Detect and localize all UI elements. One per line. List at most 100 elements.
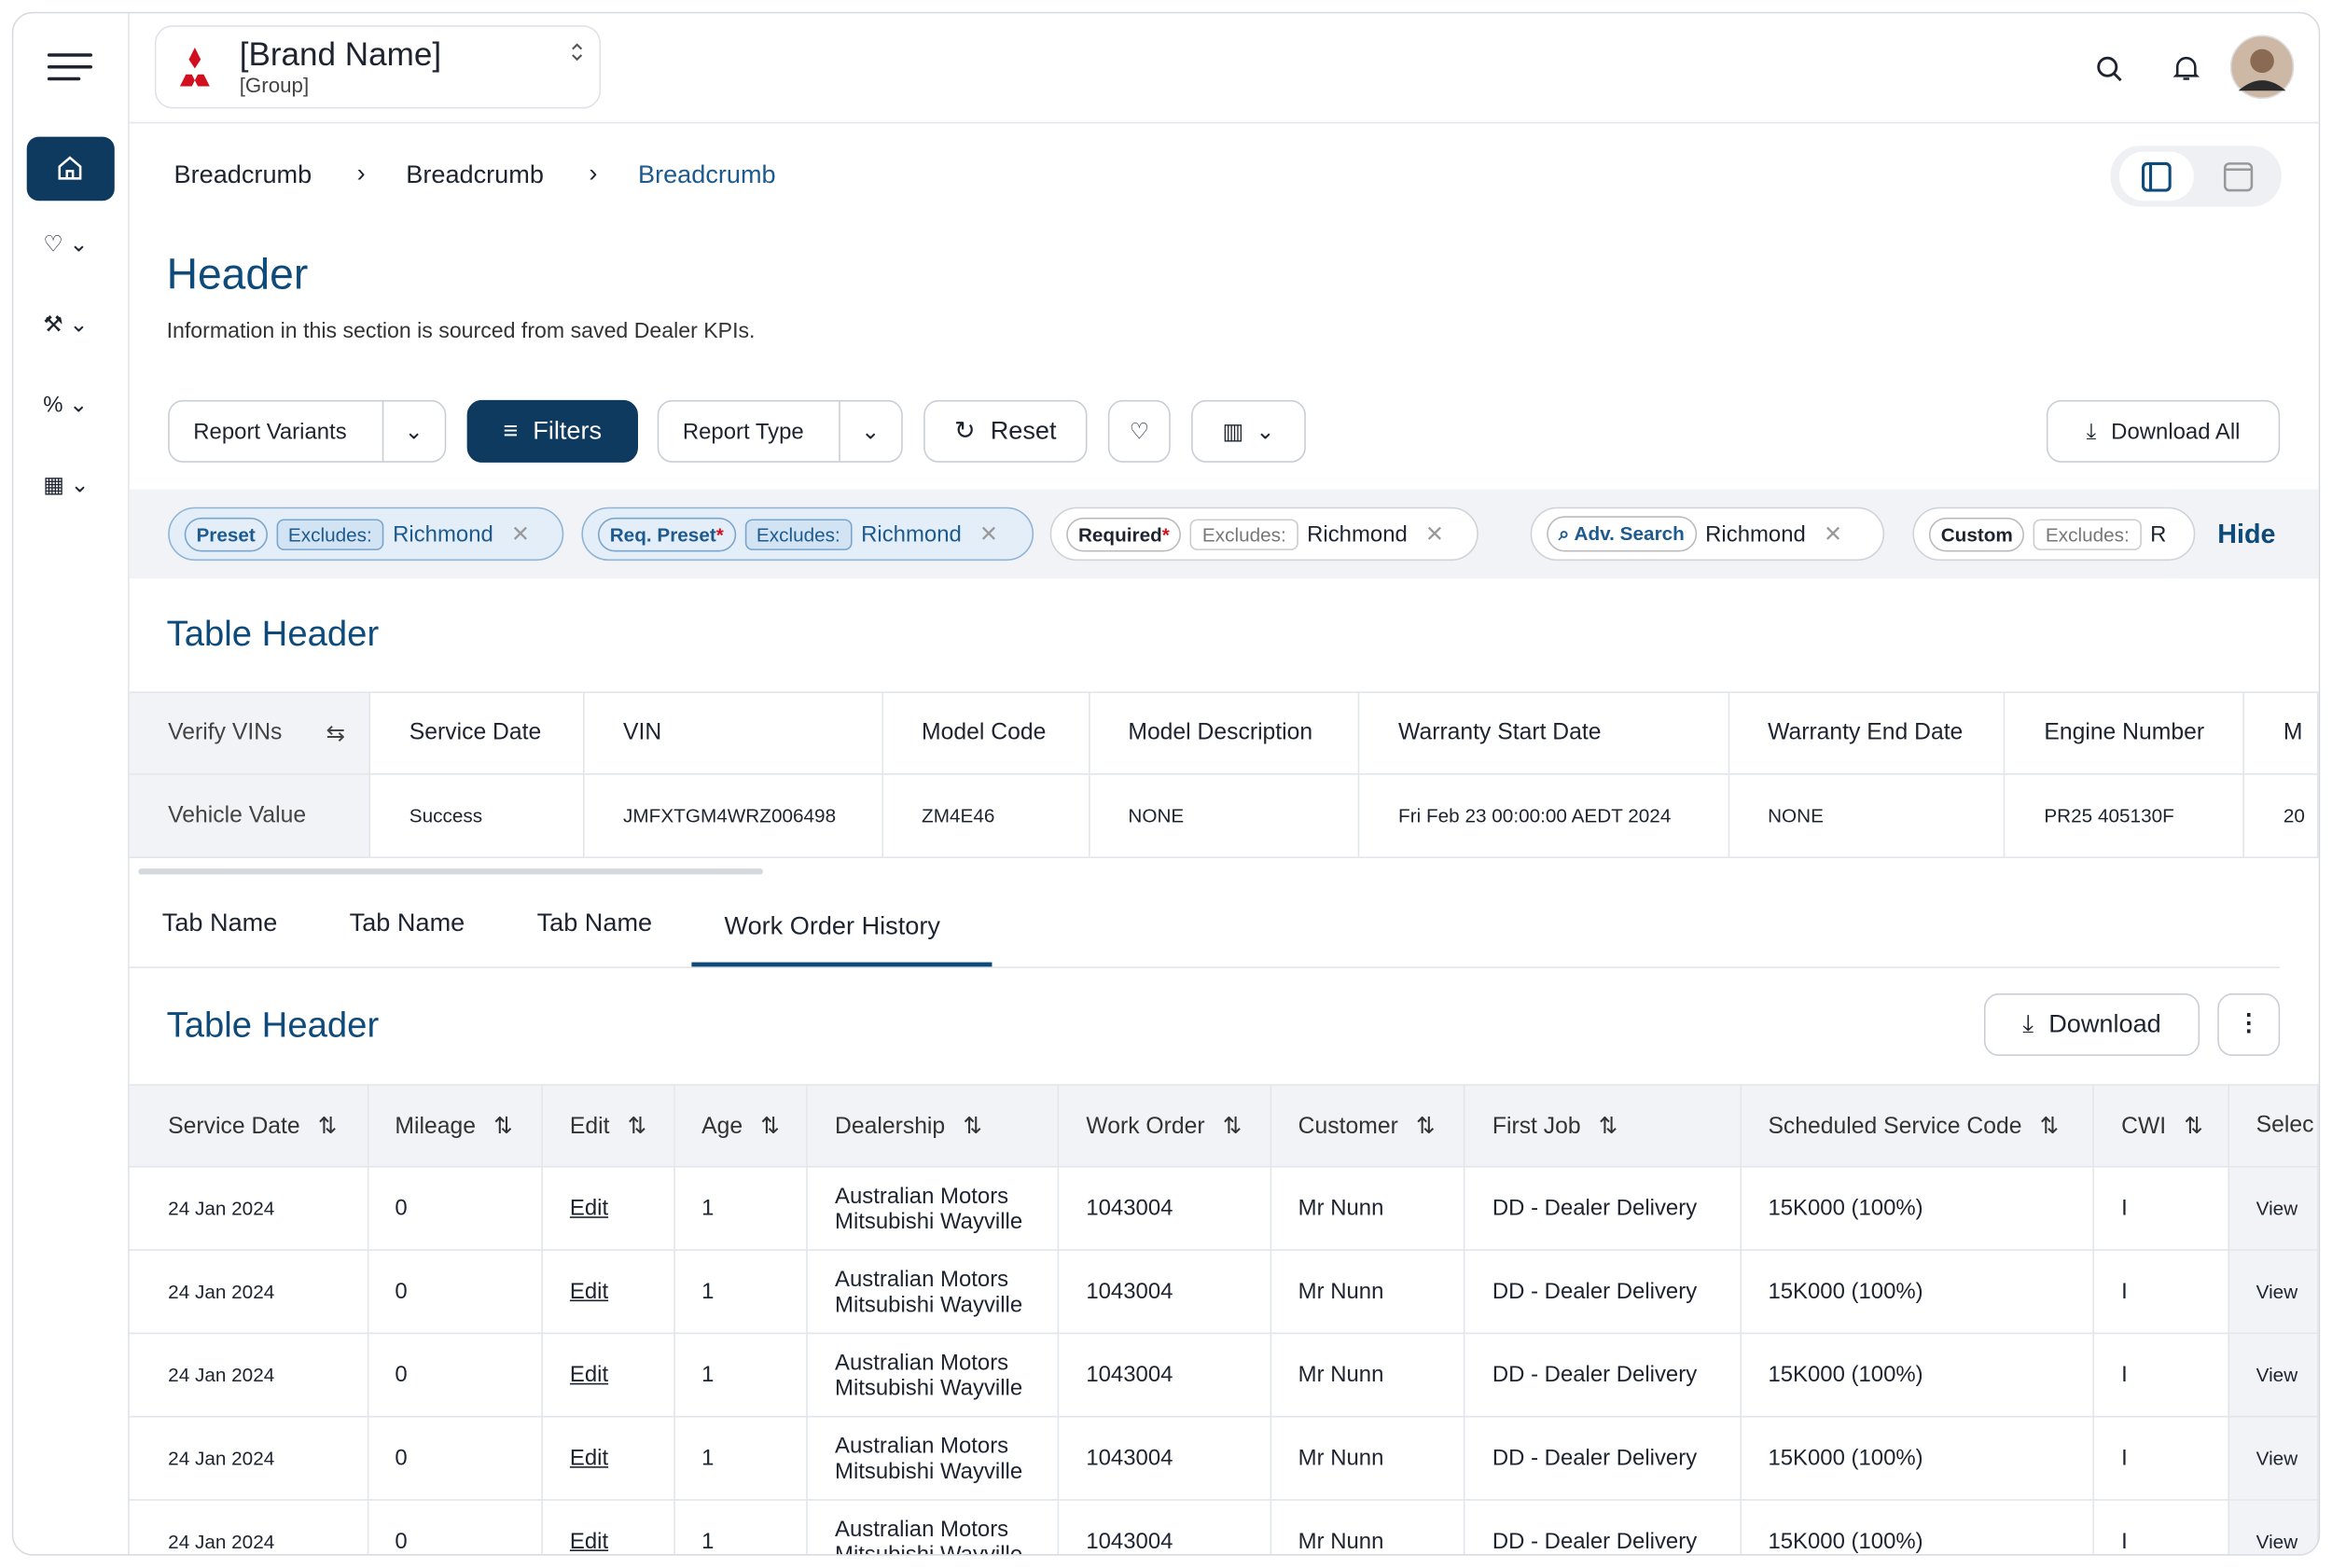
sort-icon[interactable]: ⇅ bbox=[317, 1113, 338, 1139]
column-header[interactable]: Work Order ⇅ bbox=[1058, 1084, 1271, 1168]
home-nav[interactable] bbox=[26, 136, 115, 201]
avatar[interactable] bbox=[2229, 35, 2295, 100]
column-header[interactable]: Dealership ⇅ bbox=[806, 1084, 1060, 1168]
brand-name: [Brand Name] bbox=[239, 35, 442, 74]
menu-button[interactable] bbox=[46, 49, 93, 85]
verify-icon[interactable]: ⇆ bbox=[326, 720, 346, 746]
nav-item[interactable]: ⚒ ⌄ bbox=[43, 312, 89, 338]
row: 24 Jan 2024 0 Edit 1 Australian Motors Mitsu… bbox=[128, 1415, 2319, 1501]
breadcrumb[interactable]: Breadcrumb bbox=[406, 160, 544, 189]
column-header[interactable]: Selec bbox=[2228, 1084, 2319, 1168]
chevron bbox=[572, 43, 583, 62]
tab-underline bbox=[691, 962, 992, 967]
column-label: Customer bbox=[1298, 1113, 1398, 1139]
sort-icon[interactable]: ⇅ bbox=[493, 1113, 513, 1139]
sort-icon[interactable]: ⇅ bbox=[963, 1113, 983, 1139]
breadcrumb[interactable]: Breadcrumb bbox=[637, 160, 776, 189]
nav-item[interactable]: % ⌄ bbox=[43, 392, 89, 419]
bell-icon[interactable] bbox=[2172, 53, 2201, 83]
nav-item[interactable]: ♡ ⌄ bbox=[43, 231, 89, 257]
download-all[interactable]: ⤓ Download All bbox=[2046, 399, 2281, 463]
report-type[interactable]: Report Type ⌄ bbox=[657, 399, 903, 463]
sort-icon[interactable]: ⇅ bbox=[2184, 1113, 2204, 1139]
report-variants[interactable]: Report Variants ⌄ bbox=[168, 399, 447, 463]
hide-link[interactable]: Hide bbox=[2217, 519, 2276, 549]
filters-button[interactable]: ≡ Filters bbox=[466, 399, 638, 463]
toggle-active bbox=[2119, 151, 2194, 201]
cell: 15K000 (100%) bbox=[1740, 1415, 2095, 1501]
filter-chip[interactable]: Req. Preset* Excludes: Richmond ✕ bbox=[581, 506, 1034, 562]
cell: DD - Dealer Delivery bbox=[1464, 1499, 1742, 1555]
work-order-table: Service Date ⇅ Mileage ⇅ Edit ⇅ Age ⇅ Dealership… bbox=[128, 1084, 2319, 1555]
cell[interactable]: Edit bbox=[541, 1249, 675, 1335]
tab[interactable]: Tab Name bbox=[536, 909, 653, 937]
download-icon: ⤓ bbox=[2086, 418, 2097, 444]
column-header[interactable]: Service Date ⇅ bbox=[128, 1084, 368, 1168]
cell: 1 bbox=[673, 1499, 809, 1555]
chip-remove[interactable]: ✕ bbox=[1424, 521, 1444, 548]
full-icon bbox=[2223, 162, 2254, 192]
column-header[interactable]: Edit ⇅ bbox=[541, 1084, 675, 1168]
column-header[interactable]: First Job ⇅ bbox=[1464, 1084, 1742, 1168]
cell: 1043004 bbox=[1058, 1499, 1271, 1555]
column-header[interactable]: Mileage ⇅ bbox=[367, 1084, 544, 1168]
cell[interactable]: View bbox=[2228, 1166, 2319, 1251]
cell[interactable]: View bbox=[2228, 1499, 2319, 1555]
column-header[interactable]: Customer ⇅ bbox=[1270, 1084, 1466, 1168]
reset-button[interactable]: ↻ Reset bbox=[923, 399, 1088, 463]
download-button[interactable]: ⤓ Download bbox=[1983, 993, 2200, 1057]
chip-tag-text: Preset bbox=[196, 522, 256, 546]
breadcrumb[interactable]: Breadcrumb bbox=[174, 160, 312, 189]
sort-icon[interactable]: ⇅ bbox=[1415, 1113, 1436, 1139]
sort-icon[interactable]: ⇅ bbox=[760, 1113, 781, 1139]
table-title: Table Header bbox=[166, 614, 380, 655]
cell[interactable]: View bbox=[2228, 1415, 2319, 1501]
tab[interactable]: Work Order History bbox=[724, 911, 940, 940]
label: Download bbox=[2048, 1009, 2161, 1038]
sort-icon[interactable]: ⇅ bbox=[1222, 1113, 1242, 1139]
cell[interactable]: Edit bbox=[541, 1166, 675, 1251]
column-header[interactable]: CWI ⇅ bbox=[2092, 1084, 2229, 1168]
chip-remove[interactable]: ✕ bbox=[979, 521, 998, 548]
brand-selector[interactable]: [Brand Name] [Group] bbox=[154, 25, 602, 109]
page-subtitle: Information in this section is sourced f… bbox=[166, 319, 756, 344]
cell: 0 bbox=[367, 1249, 544, 1335]
cell[interactable]: View bbox=[2228, 1249, 2319, 1335]
filter-chip[interactable]: Preset Excludes: Richmond ✕ bbox=[168, 506, 564, 562]
cell: 1 bbox=[673, 1415, 809, 1501]
cell[interactable]: Edit bbox=[541, 1415, 675, 1501]
layout-toggle[interactable] bbox=[2110, 146, 2282, 207]
tab[interactable]: Tab Name bbox=[349, 909, 465, 937]
chart-button[interactable]: ▥ ⌄ bbox=[1191, 399, 1306, 463]
sort-icon[interactable]: ⇅ bbox=[1598, 1113, 1618, 1139]
cell: 24 Jan 2024 bbox=[128, 1415, 368, 1501]
column-label: Age bbox=[701, 1113, 743, 1139]
chip-remove[interactable]: ✕ bbox=[1823, 521, 1843, 548]
cell: 15K000 (100%) bbox=[1740, 1249, 2095, 1335]
cell[interactable]: View bbox=[2228, 1332, 2319, 1418]
filter-chip[interactable]: Required* Excludes: Richmond ✕ bbox=[1049, 506, 1478, 562]
filter-chip[interactable]: ⌕ Adv. Search Richmond ✕ bbox=[1530, 506, 1885, 562]
cell[interactable]: Edit bbox=[541, 1332, 675, 1418]
sort-icon[interactable]: ⇅ bbox=[627, 1113, 647, 1139]
filter-chip[interactable]: Custom Excludes: R bbox=[1912, 506, 2196, 562]
nav-item[interactable]: ▦ ⌄ bbox=[43, 473, 90, 499]
chip-tag-text: Adv. Search bbox=[1574, 521, 1685, 545]
cell: I bbox=[2092, 1499, 2229, 1555]
column-header[interactable]: Age ⇅ bbox=[673, 1084, 809, 1168]
chip-tag-text: Req. Preset bbox=[609, 522, 716, 546]
chip-remove[interactable]: ✕ bbox=[510, 521, 530, 548]
favorite-button[interactable]: ♡ bbox=[1107, 399, 1171, 463]
cell: Model Code bbox=[881, 691, 1090, 775]
cell: I bbox=[2092, 1415, 2229, 1501]
home-icon bbox=[58, 156, 82, 180]
tab[interactable]: Tab Name bbox=[161, 909, 278, 937]
cell[interactable]: Edit bbox=[541, 1499, 675, 1555]
more-button[interactable]: ⋮ bbox=[2217, 993, 2281, 1057]
sort-icon[interactable]: ⇅ bbox=[2039, 1113, 2060, 1139]
column-label: Selec bbox=[2256, 1112, 2314, 1138]
cell: 24 Jan 2024 bbox=[128, 1249, 368, 1335]
column-header[interactable]: Scheduled Service Code ⇅ bbox=[1740, 1084, 2095, 1168]
search-icon[interactable] bbox=[2096, 55, 2126, 85]
